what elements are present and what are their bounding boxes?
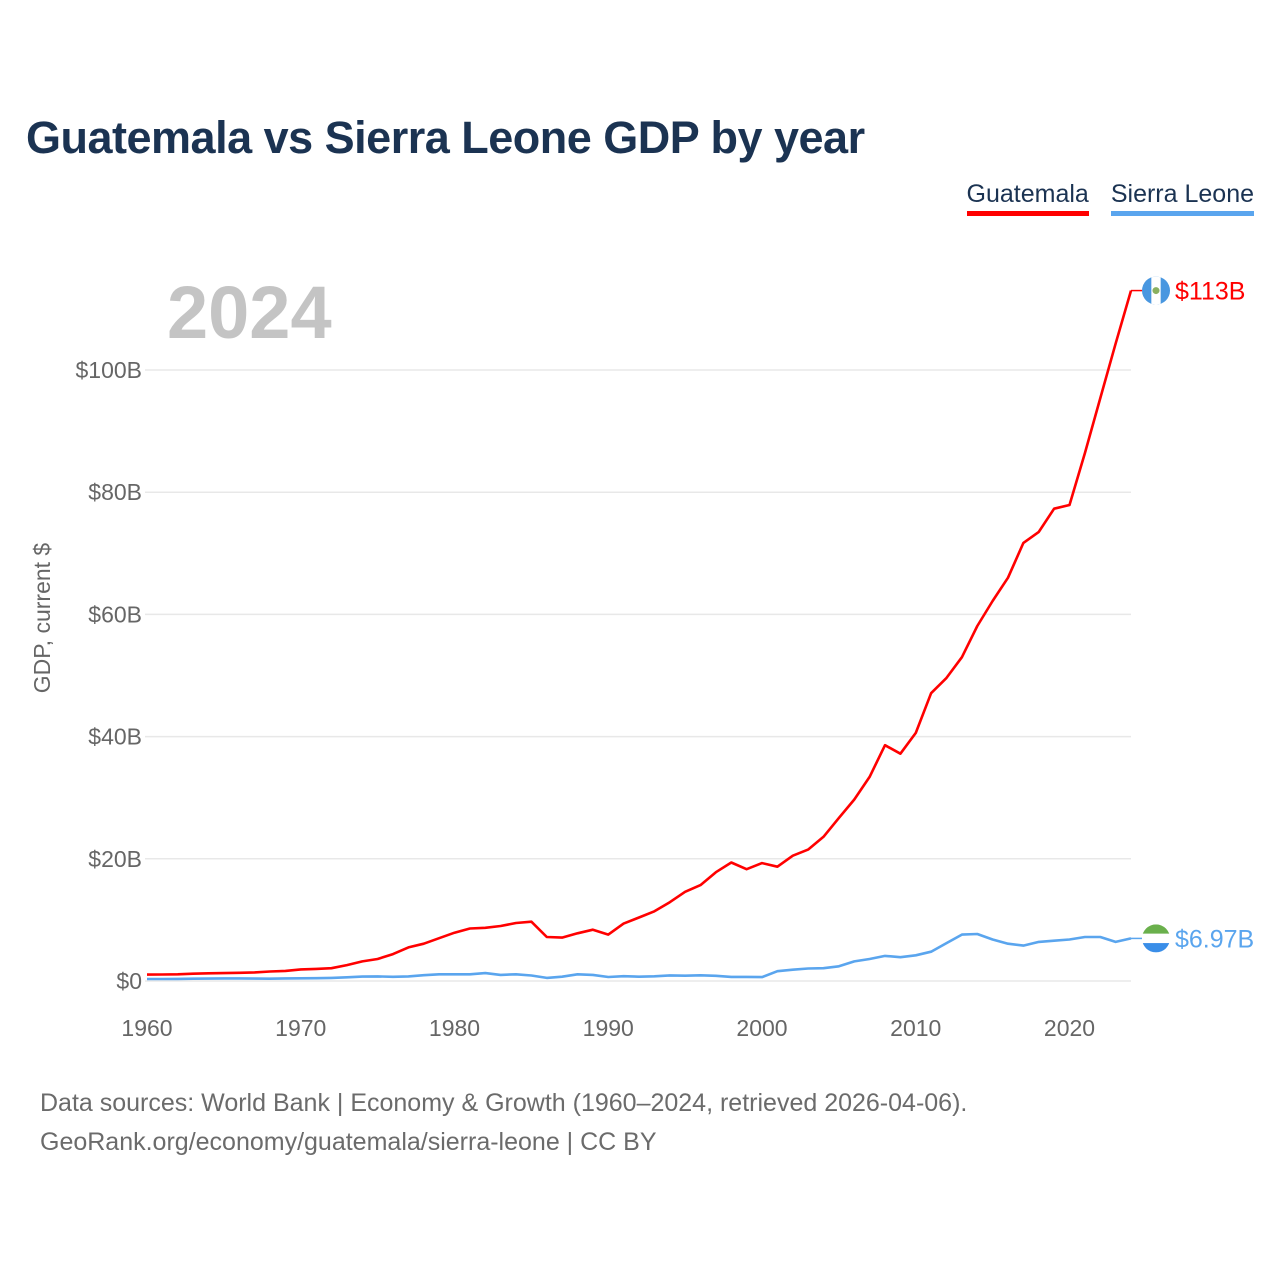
y-tick-label: $20B xyxy=(88,846,142,872)
flag xyxy=(1142,276,1170,305)
end-value-label: $6.97B xyxy=(1175,925,1254,953)
x-tick-label: 1990 xyxy=(583,1015,634,1041)
x-tick-label: 2020 xyxy=(1044,1015,1095,1041)
flag-stripe xyxy=(1142,924,1170,934)
guatemala-flag-icon xyxy=(1142,276,1170,305)
source-link[interactable]: GeoRank.org/economy/guatemala/sierra-leo… xyxy=(40,1128,657,1156)
series-line-guatemala xyxy=(146,290,1133,976)
x-tick-label: 2000 xyxy=(736,1015,787,1041)
x-tick-label: 1970 xyxy=(275,1015,326,1041)
y-tick-label: $100B xyxy=(75,357,142,383)
series-line-sierra-leone xyxy=(147,932,1132,981)
legend-item-guatemala[interactable]: Guatemala xyxy=(966,180,1089,216)
footer: Data sources: World Bank | Economy & Gro… xyxy=(40,1084,967,1162)
y-tick-label: $60B xyxy=(88,601,142,627)
x-tick-label: 2010 xyxy=(890,1015,941,1041)
y-tick-label: $0 xyxy=(116,968,142,994)
x-tick-label: 1980 xyxy=(429,1015,480,1041)
y-tick-label: $80B xyxy=(88,479,142,505)
end-value-label: $113B xyxy=(1175,278,1245,306)
sierra-leone-flag-icon xyxy=(1142,924,1170,953)
legend-item-sierra-leone[interactable]: Sierra Leone xyxy=(1110,180,1254,216)
flag-emblem xyxy=(1152,287,1160,295)
flag xyxy=(1142,924,1170,953)
source-note: Data sources: World Bank | Economy & Gro… xyxy=(40,1089,968,1117)
year-label: 2024 xyxy=(167,271,332,354)
chart-title: Guatemala vs Sierra Leone GDP by year xyxy=(26,112,865,163)
x-tick-label: 1960 xyxy=(121,1015,172,1041)
y-axis-label: GDP, current $ xyxy=(29,543,55,694)
flag-stripe xyxy=(1142,933,1170,944)
legend: Guatemala Sierra Leone xyxy=(966,180,1254,216)
y-tick-label: $40B xyxy=(88,724,142,750)
flag-stripe xyxy=(1142,943,1170,953)
